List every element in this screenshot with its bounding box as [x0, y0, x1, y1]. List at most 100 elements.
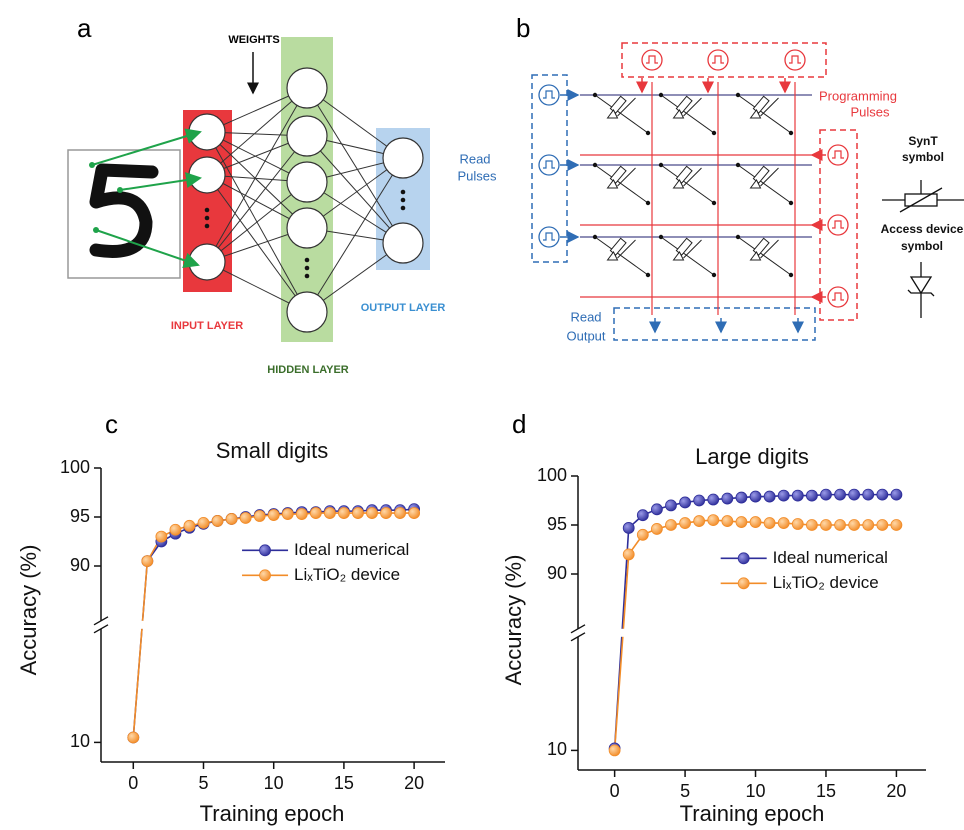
point: [296, 509, 307, 520]
point: [722, 516, 733, 527]
node-dot: [659, 93, 663, 97]
neuron: [189, 157, 225, 193]
point: [849, 489, 860, 500]
y-tick-label: 100: [537, 465, 567, 485]
hidden-layer-label: HIDDEN LAYER: [267, 364, 349, 376]
point: [338, 508, 349, 519]
x-axis-label: Training epoch: [200, 801, 345, 826]
legend-marker: [260, 570, 271, 581]
node-dot: [736, 93, 740, 97]
point: [891, 520, 902, 531]
neuron: [189, 244, 225, 280]
point: [778, 518, 789, 529]
node-dot: [736, 163, 740, 167]
node-dot: [789, 131, 793, 135]
pulse-source: [708, 50, 728, 70]
point: [722, 493, 733, 504]
node-dot: [712, 201, 716, 205]
neuron: [287, 68, 327, 108]
legend-marker: [738, 553, 749, 564]
y-tick-label: 100: [60, 457, 90, 477]
point: [806, 490, 817, 501]
point: [736, 492, 747, 503]
node-dot: [646, 201, 650, 205]
point: [198, 517, 209, 528]
point: [226, 513, 237, 524]
node-dot: [659, 235, 663, 239]
legend-label: Ideal numerical: [773, 548, 888, 567]
x-tick-label: 10: [264, 773, 284, 793]
annotation: Read: [570, 309, 601, 324]
point: [708, 494, 719, 505]
point: [680, 518, 691, 529]
point: [609, 745, 620, 756]
point: [891, 489, 902, 500]
neuron: [383, 138, 423, 178]
point: [310, 508, 321, 519]
point: [352, 508, 363, 519]
annotation: Access device: [881, 222, 964, 236]
point: [156, 531, 167, 542]
node-dot: [736, 235, 740, 239]
node-dot: [789, 273, 793, 277]
node-dot: [593, 163, 597, 167]
point: [792, 490, 803, 501]
point: [877, 489, 888, 500]
y-axis-label: Accuracy (%): [501, 555, 526, 686]
neuron: [287, 292, 327, 332]
y-tick-label: 95: [70, 506, 90, 526]
x-tick-label: 20: [886, 781, 906, 801]
ellipsis-dot: [305, 266, 310, 271]
pulse-source: [539, 227, 559, 247]
point: [324, 508, 335, 519]
node-dot: [712, 273, 716, 277]
chart-title: Small digits: [216, 438, 328, 463]
point: [651, 523, 662, 534]
ellipsis-dot: [305, 274, 310, 279]
neuron: [189, 114, 225, 150]
neuron: [383, 223, 423, 263]
point: [637, 529, 648, 540]
pulse-source: [828, 145, 848, 165]
neuron: [287, 162, 327, 202]
page: {"panel_a": {"label": "a", "weights": "W…: [0, 0, 964, 830]
annotation: Read: [459, 151, 490, 166]
pulse-source: [539, 85, 559, 105]
panel-label: c: [105, 409, 118, 439]
annotation: Output: [566, 328, 605, 343]
y-tick-label: 10: [547, 739, 567, 759]
point: [128, 732, 139, 743]
point: [409, 508, 420, 519]
point: [366, 508, 377, 519]
point: [877, 520, 888, 531]
point: [184, 520, 195, 531]
point: [268, 510, 279, 521]
pulse-source: [539, 155, 559, 175]
diagrams: [68, 37, 964, 342]
input-layer-label: INPUT LAYER: [171, 320, 243, 332]
point: [708, 515, 719, 526]
point: [381, 508, 392, 519]
point: [820, 489, 831, 500]
legend-marker: [738, 578, 749, 589]
point: [863, 520, 874, 531]
ellipsis-dot: [401, 206, 406, 211]
figure: a WEIGHTS INPUT LAYER HIDDEN LAYER OUTPU…: [0, 0, 964, 830]
point: [750, 517, 761, 528]
x-tick-label: 15: [334, 773, 354, 793]
legend-label: LiₓTiO₂ device: [294, 565, 400, 584]
point: [637, 510, 648, 521]
point: [736, 517, 747, 528]
weights-label: WEIGHTS: [228, 34, 279, 46]
panel-label: a: [77, 13, 92, 43]
x-tick-label: 10: [746, 781, 766, 801]
annotation: Pulses: [457, 168, 497, 183]
x-tick-label: 15: [816, 781, 836, 801]
legend-label: LiₓTiO₂ device: [773, 573, 879, 592]
point: [835, 489, 846, 500]
pulse-source: [828, 287, 848, 307]
ellipsis-dot: [401, 198, 406, 203]
legend-label: Ideal numerical: [294, 540, 409, 559]
node-dot: [789, 201, 793, 205]
neuron: [287, 116, 327, 156]
